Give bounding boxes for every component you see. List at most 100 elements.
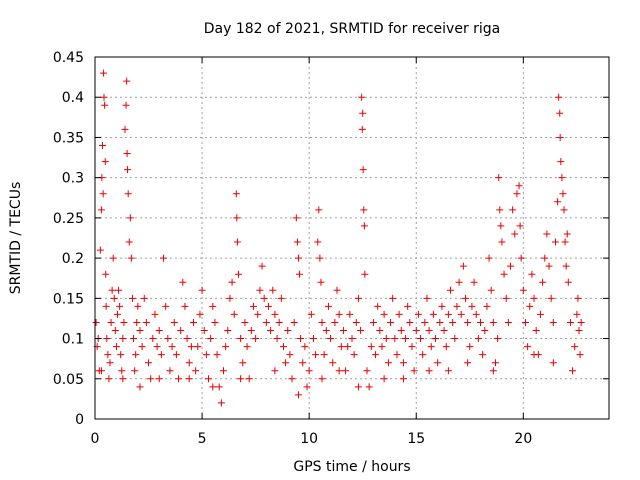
data-point: [258, 262, 266, 270]
data-point: [109, 254, 117, 262]
data-point: [408, 343, 416, 351]
data-point: [502, 294, 510, 302]
data-point: [271, 310, 279, 318]
data-point: [205, 375, 213, 383]
data-point: [557, 158, 565, 166]
data-point: [549, 359, 557, 367]
data-point: [339, 327, 347, 335]
data-point: [453, 302, 461, 310]
x-tick-label: 20: [514, 431, 532, 447]
data-point: [372, 351, 380, 359]
data-point: [127, 254, 135, 262]
chart-title: Day 182 of 2021, SRMTID for receiver rig…: [204, 21, 501, 37]
data-point: [382, 335, 390, 343]
data-point: [354, 294, 362, 302]
data-point: [226, 294, 234, 302]
data-point: [468, 302, 476, 310]
data-point: [312, 351, 320, 359]
data-point: [532, 327, 540, 335]
data-point: [126, 214, 134, 222]
data-point: [419, 351, 427, 359]
y-tick-label: 0.25: [53, 211, 84, 227]
plot-frame: [94, 56, 610, 420]
data-point: [119, 335, 127, 343]
data-point: [106, 359, 114, 367]
data-point: [234, 270, 242, 278]
data-point: [209, 302, 217, 310]
data-point: [337, 343, 345, 351]
data-point: [571, 343, 579, 351]
data-point: [333, 286, 341, 294]
data-point: [444, 310, 452, 318]
data-point: [128, 294, 136, 302]
data-point: [497, 222, 505, 230]
data-point: [466, 343, 474, 351]
data-point: [489, 318, 497, 326]
y-tick-label: 0.1: [62, 332, 84, 348]
data-point: [402, 335, 410, 343]
data-point: [254, 310, 262, 318]
data-point: [389, 294, 397, 302]
data-point: [551, 238, 559, 246]
data-point: [233, 238, 241, 246]
data-points: [92, 69, 585, 407]
data-point: [504, 318, 512, 326]
data-point: [361, 270, 369, 278]
data-point: [207, 335, 215, 343]
data-point: [526, 302, 534, 310]
y-tick-label: 0.3: [62, 171, 84, 187]
data-point: [200, 327, 208, 335]
data-point: [335, 367, 343, 375]
data-point: [170, 318, 178, 326]
data-point: [305, 367, 313, 375]
data-point: [151, 310, 159, 318]
data-point: [489, 367, 497, 375]
data-point: [131, 367, 139, 375]
data-point: [269, 286, 277, 294]
data-point: [122, 101, 130, 109]
data-point: [120, 318, 128, 326]
data-point: [562, 262, 570, 270]
data-point: [464, 359, 472, 367]
data-point: [425, 327, 433, 335]
data-point: [183, 335, 191, 343]
data-point: [380, 310, 388, 318]
data-point: [123, 77, 131, 85]
data-point: [121, 125, 129, 133]
data-point: [387, 318, 395, 326]
data-point: [132, 351, 140, 359]
data-point: [264, 302, 272, 310]
data-point: [316, 254, 324, 262]
data-point: [329, 359, 337, 367]
y-tick-label: 0.2: [62, 251, 84, 267]
data-point: [299, 359, 307, 367]
data-point: [92, 318, 100, 326]
data-point: [346, 310, 354, 318]
data-point: [423, 294, 431, 302]
data-point: [213, 351, 221, 359]
data-point: [365, 383, 373, 391]
data-point: [412, 327, 420, 335]
data-point: [185, 375, 193, 383]
data-point: [217, 399, 225, 407]
data-point: [342, 367, 350, 375]
data-point: [107, 318, 115, 326]
data-point: [447, 286, 455, 294]
data-point: [101, 101, 109, 109]
data-point: [220, 367, 227, 375]
data-point: [357, 327, 365, 335]
data-point: [421, 318, 429, 326]
data-point: [275, 318, 283, 326]
data-point: [175, 375, 183, 383]
data-point: [539, 278, 547, 286]
data-point: [172, 351, 180, 359]
data-point: [425, 367, 433, 375]
data-point: [395, 310, 403, 318]
data-point: [194, 343, 202, 351]
data-point: [436, 318, 444, 326]
data-point: [222, 343, 230, 351]
data-point: [98, 141, 106, 149]
data-point: [273, 335, 281, 343]
data-point: [157, 351, 165, 359]
